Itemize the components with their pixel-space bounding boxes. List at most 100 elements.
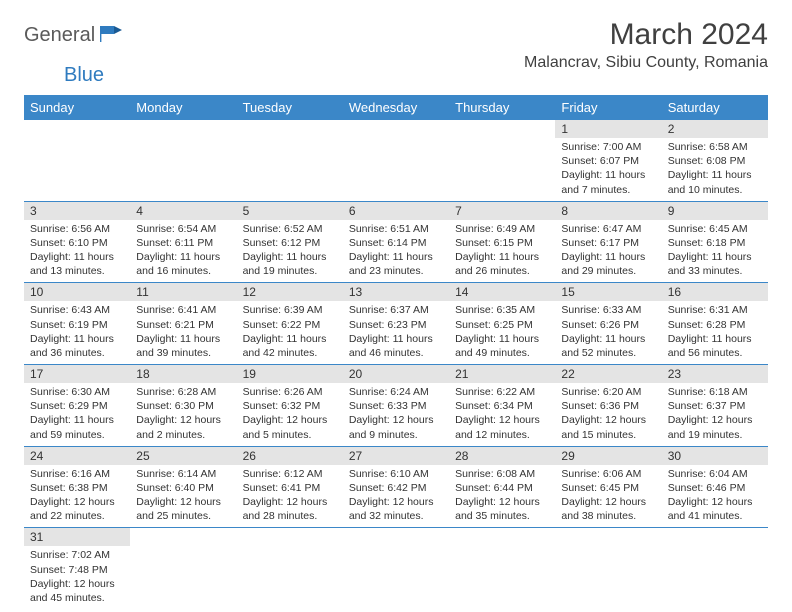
sunset-text: Sunset: 6:38 PM xyxy=(30,481,124,495)
day-info: Sunrise: 7:02 AMSunset: 7:48 PMDaylight:… xyxy=(24,546,130,609)
calendar-cell xyxy=(237,528,343,609)
day-number: 10 xyxy=(24,283,130,301)
sunset-text: Sunset: 6:46 PM xyxy=(668,481,762,495)
sunset-text: Sunset: 6:10 PM xyxy=(30,236,124,250)
day-number: 13 xyxy=(343,283,449,301)
sunset-text: Sunset: 6:23 PM xyxy=(349,318,443,332)
daylight-text: Daylight: 12 hours and 25 minutes. xyxy=(136,495,230,523)
calendar-cell xyxy=(555,528,661,609)
day-info: Sunrise: 6:58 AMSunset: 6:08 PMDaylight:… xyxy=(662,138,768,201)
day-info: Sunrise: 6:52 AMSunset: 6:12 PMDaylight:… xyxy=(237,220,343,283)
calendar-cell: 18Sunrise: 6:28 AMSunset: 6:30 PMDayligh… xyxy=(130,365,236,447)
sunset-text: Sunset: 6:42 PM xyxy=(349,481,443,495)
calendar-cell: 10Sunrise: 6:43 AMSunset: 6:19 PMDayligh… xyxy=(24,283,130,365)
calendar-cell xyxy=(343,120,449,201)
day-number: 22 xyxy=(555,365,661,383)
sunset-text: Sunset: 6:22 PM xyxy=(243,318,337,332)
sunrise-text: Sunrise: 6:18 AM xyxy=(668,385,762,399)
day-info: Sunrise: 6:22 AMSunset: 6:34 PMDaylight:… xyxy=(449,383,555,446)
weekday-header: Saturday xyxy=(662,95,768,120)
sunset-text: Sunset: 6:12 PM xyxy=(243,236,337,250)
daylight-text: Daylight: 12 hours and 22 minutes. xyxy=(30,495,124,523)
day-number: 9 xyxy=(662,202,768,220)
day-info: Sunrise: 6:35 AMSunset: 6:25 PMDaylight:… xyxy=(449,301,555,364)
day-number: 23 xyxy=(662,365,768,383)
day-number: 29 xyxy=(555,447,661,465)
day-info: Sunrise: 6:28 AMSunset: 6:30 PMDaylight:… xyxy=(130,383,236,446)
sunrise-text: Sunrise: 6:45 AM xyxy=(668,222,762,236)
sunrise-text: Sunrise: 6:39 AM xyxy=(243,303,337,317)
daylight-text: Daylight: 11 hours and 13 minutes. xyxy=(30,250,124,278)
weekday-header-row: Sunday Monday Tuesday Wednesday Thursday… xyxy=(24,95,768,120)
day-number: 31 xyxy=(24,528,130,546)
calendar-cell: 22Sunrise: 6:20 AMSunset: 6:36 PMDayligh… xyxy=(555,365,661,447)
daylight-text: Daylight: 11 hours and 33 minutes. xyxy=(668,250,762,278)
daylight-text: Daylight: 11 hours and 59 minutes. xyxy=(30,413,124,441)
calendar-cell: 13Sunrise: 6:37 AMSunset: 6:23 PMDayligh… xyxy=(343,283,449,365)
day-number: 26 xyxy=(237,447,343,465)
calendar-cell: 25Sunrise: 6:14 AMSunset: 6:40 PMDayligh… xyxy=(130,446,236,528)
sunset-text: Sunset: 6:26 PM xyxy=(561,318,655,332)
daylight-text: Daylight: 11 hours and 36 minutes. xyxy=(30,332,124,360)
sunset-text: Sunset: 6:21 PM xyxy=(136,318,230,332)
sunrise-text: Sunrise: 6:24 AM xyxy=(349,385,443,399)
sunset-text: Sunset: 6:29 PM xyxy=(30,399,124,413)
sunset-text: Sunset: 6:32 PM xyxy=(243,399,337,413)
sunrise-text: Sunrise: 6:35 AM xyxy=(455,303,549,317)
sunrise-text: Sunrise: 6:06 AM xyxy=(561,467,655,481)
daylight-text: Daylight: 11 hours and 42 minutes. xyxy=(243,332,337,360)
calendar-cell xyxy=(343,528,449,609)
sunrise-text: Sunrise: 6:22 AM xyxy=(455,385,549,399)
sunrise-text: Sunrise: 7:00 AM xyxy=(561,140,655,154)
sunset-text: Sunset: 6:40 PM xyxy=(136,481,230,495)
daylight-text: Daylight: 11 hours and 10 minutes. xyxy=(668,168,762,196)
calendar-cell: 16Sunrise: 6:31 AMSunset: 6:28 PMDayligh… xyxy=(662,283,768,365)
calendar-cell xyxy=(24,120,130,201)
daylight-text: Daylight: 11 hours and 19 minutes. xyxy=(243,250,337,278)
day-number: 7 xyxy=(449,202,555,220)
day-info: Sunrise: 7:00 AMSunset: 6:07 PMDaylight:… xyxy=(555,138,661,201)
day-info: Sunrise: 6:49 AMSunset: 6:15 PMDaylight:… xyxy=(449,220,555,283)
sunset-text: Sunset: 6:08 PM xyxy=(668,154,762,168)
calendar-row: 17Sunrise: 6:30 AMSunset: 6:29 PMDayligh… xyxy=(24,365,768,447)
calendar-table: Sunday Monday Tuesday Wednesday Thursday… xyxy=(24,95,768,609)
sunrise-text: Sunrise: 6:16 AM xyxy=(30,467,124,481)
logo-text-blue: Blue xyxy=(64,64,104,87)
calendar-cell xyxy=(449,528,555,609)
sunset-text: Sunset: 6:33 PM xyxy=(349,399,443,413)
daylight-text: Daylight: 12 hours and 32 minutes. xyxy=(349,495,443,523)
calendar-cell: 31Sunrise: 7:02 AMSunset: 7:48 PMDayligh… xyxy=(24,528,130,609)
day-number: 3 xyxy=(24,202,130,220)
day-info: Sunrise: 6:16 AMSunset: 6:38 PMDaylight:… xyxy=(24,465,130,528)
calendar-cell: 11Sunrise: 6:41 AMSunset: 6:21 PMDayligh… xyxy=(130,283,236,365)
day-info: Sunrise: 6:12 AMSunset: 6:41 PMDaylight:… xyxy=(237,465,343,528)
calendar-row: 3Sunrise: 6:56 AMSunset: 6:10 PMDaylight… xyxy=(24,201,768,283)
sunrise-text: Sunrise: 6:30 AM xyxy=(30,385,124,399)
calendar-cell: 3Sunrise: 6:56 AMSunset: 6:10 PMDaylight… xyxy=(24,201,130,283)
day-info: Sunrise: 6:24 AMSunset: 6:33 PMDaylight:… xyxy=(343,383,449,446)
weekday-header: Sunday xyxy=(24,95,130,120)
day-info: Sunrise: 6:33 AMSunset: 6:26 PMDaylight:… xyxy=(555,301,661,364)
sunrise-text: Sunrise: 6:37 AM xyxy=(349,303,443,317)
sunset-text: Sunset: 6:11 PM xyxy=(136,236,230,250)
calendar-cell: 5Sunrise: 6:52 AMSunset: 6:12 PMDaylight… xyxy=(237,201,343,283)
sunset-text: Sunset: 6:14 PM xyxy=(349,236,443,250)
weekday-header: Wednesday xyxy=(343,95,449,120)
sunrise-text: Sunrise: 6:10 AM xyxy=(349,467,443,481)
sunset-text: Sunset: 6:15 PM xyxy=(455,236,549,250)
sunrise-text: Sunrise: 6:08 AM xyxy=(455,467,549,481)
sunrise-text: Sunrise: 6:31 AM xyxy=(668,303,762,317)
logo: General xyxy=(24,18,124,47)
sunset-text: Sunset: 6:25 PM xyxy=(455,318,549,332)
calendar-cell: 28Sunrise: 6:08 AMSunset: 6:44 PMDayligh… xyxy=(449,446,555,528)
daylight-text: Daylight: 12 hours and 35 minutes. xyxy=(455,495,549,523)
daylight-text: Daylight: 12 hours and 2 minutes. xyxy=(136,413,230,441)
day-number: 11 xyxy=(130,283,236,301)
day-info: Sunrise: 6:39 AMSunset: 6:22 PMDaylight:… xyxy=(237,301,343,364)
sunrise-text: Sunrise: 6:33 AM xyxy=(561,303,655,317)
day-number: 15 xyxy=(555,283,661,301)
calendar-cell xyxy=(130,528,236,609)
sunrise-text: Sunrise: 6:47 AM xyxy=(561,222,655,236)
daylight-text: Daylight: 11 hours and 23 minutes. xyxy=(349,250,443,278)
weekday-header: Tuesday xyxy=(237,95,343,120)
